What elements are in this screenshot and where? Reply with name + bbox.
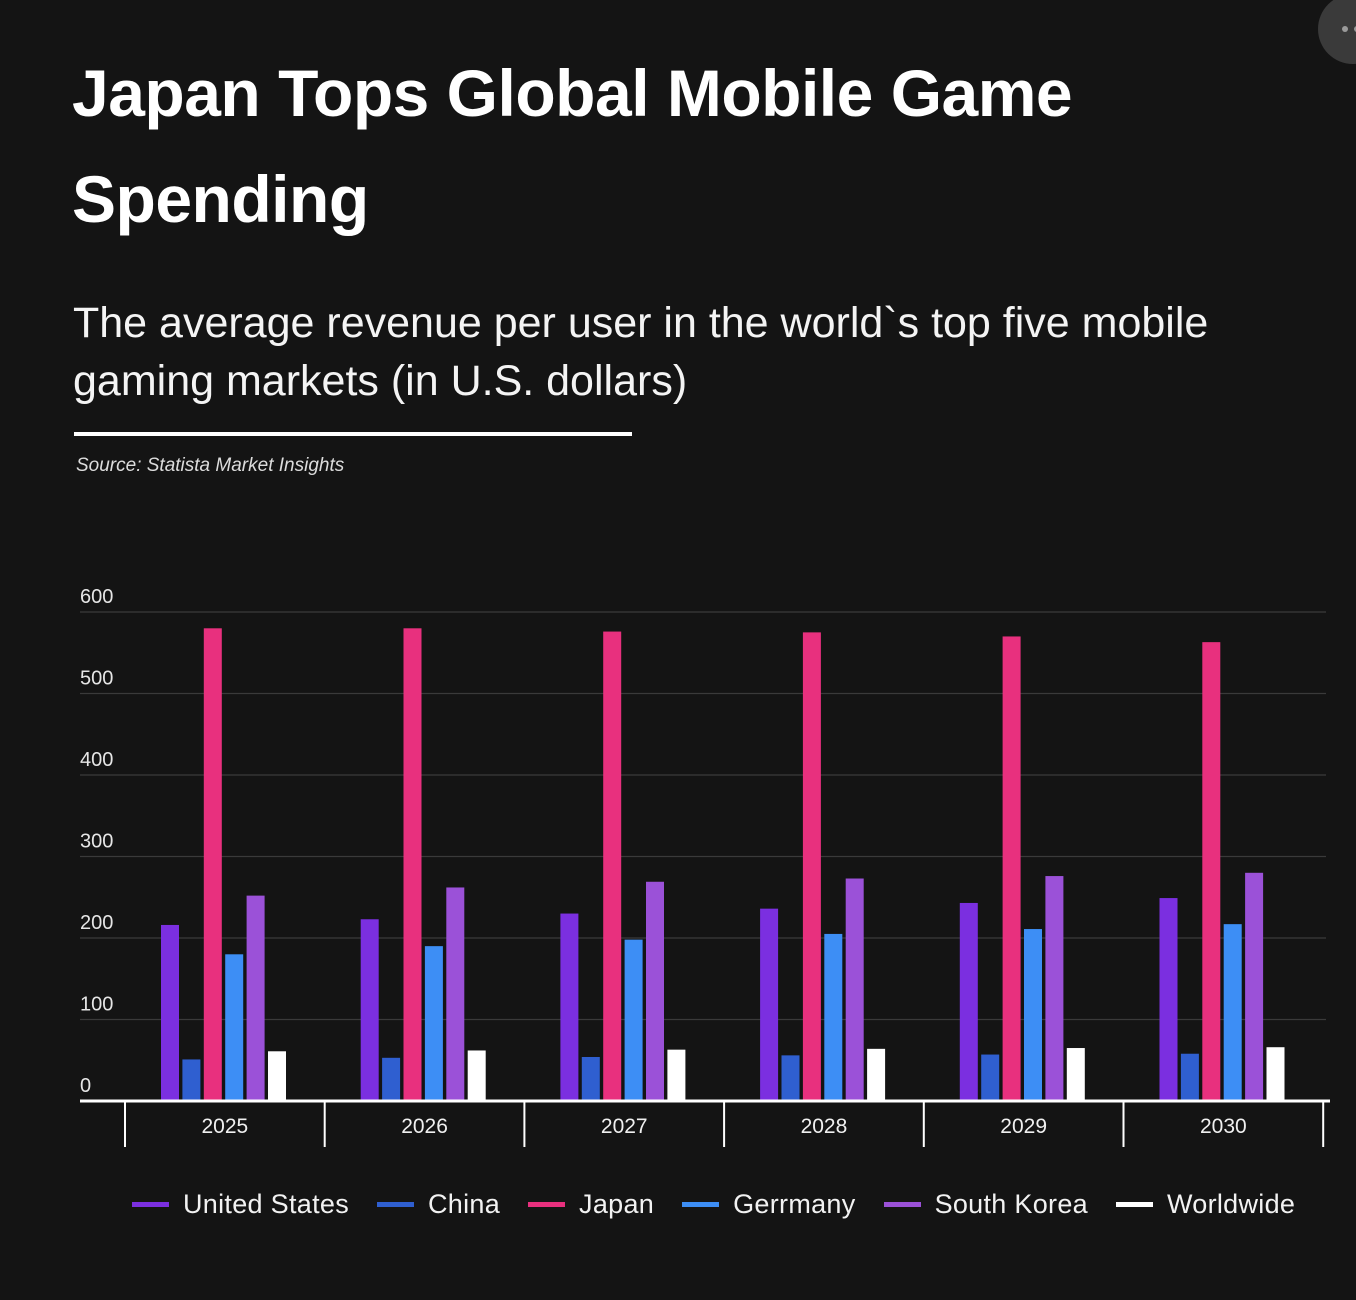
bar [268,1051,286,1101]
bar [382,1057,401,1101]
bar [1180,1053,1199,1101]
bar [867,1048,886,1101]
legend-item: Japan [528,1189,654,1220]
bar [225,954,244,1101]
legend-swatch [682,1201,720,1207]
divider [74,432,632,436]
legend-item: Gerrmany [682,1189,855,1220]
bar [446,887,465,1101]
bar [1245,872,1264,1101]
legend-swatch [132,1201,169,1207]
x-tick-label: 2028 [801,1115,848,1138]
bar [802,632,821,1101]
x-tick-label: 2025 [201,1115,248,1138]
legend-label: China [428,1188,501,1219]
x-tick-label: 2029 [1000,1115,1047,1138]
legend-label: South Korea [934,1188,1088,1219]
bar [161,924,179,1101]
bar [1045,876,1064,1101]
legend-swatch [1115,1201,1153,1207]
bar [1266,1047,1285,1101]
y-tick-label: 100 [80,994,113,1016]
bar [845,878,864,1101]
x-tick-label: 2030 [1200,1115,1247,1138]
bar [403,628,422,1101]
y-tick-label: 0 [80,1075,91,1097]
legend-label: Japan [579,1188,655,1219]
bar [1024,929,1042,1101]
bar [760,908,779,1101]
more-options-icon[interactable] [1318,0,1356,64]
bar [246,895,265,1101]
y-tick-label: 200 [80,912,113,934]
bar [1002,636,1021,1101]
bar [781,1055,800,1101]
bar [646,881,664,1101]
x-tick-label: 2027 [601,1115,648,1138]
bar [603,631,622,1101]
bar [1159,898,1178,1101]
bar [981,1054,1000,1101]
legend-label: Worldwide [1166,1188,1296,1219]
legend-swatch [883,1201,921,1207]
bar [360,919,379,1101]
legend-label: United States [183,1188,349,1219]
bar [667,1049,686,1101]
bar [203,628,222,1101]
y-tick-label: 600 [80,586,113,608]
bar [959,902,978,1101]
chart-legend: United States China Japan Gerrmany South Kor… [132,1186,1323,1222]
legend-swatch [528,1201,566,1207]
legend-item: China [377,1189,500,1220]
bar [824,933,843,1101]
bar [581,1056,600,1101]
bar [624,939,643,1101]
bar [560,913,579,1101]
chart-subtitle: The average revenue per user in the worl… [73,299,1209,405]
bar [1223,924,1242,1101]
legend-item: Worldwide [1115,1188,1296,1220]
bar [1202,642,1221,1101]
legend-item: United States [132,1189,349,1220]
bar [1066,1048,1085,1101]
y-tick-label: 300 [80,831,113,853]
chart-title: Japan Tops Global Mobile Game Spending [72,56,1073,236]
legend-label: Gerrmany [733,1188,856,1219]
y-tick-label: 500 [80,668,113,690]
bar [467,1050,486,1101]
bar [424,946,443,1101]
y-tick-label: 400 [80,749,113,771]
bar-chart: 0 100 200 300 400 500 600 2025 2026 2027 2028 2029 2… [80,586,1330,1147]
x-tick-label: 2026 [401,1115,448,1138]
bar [182,1059,201,1101]
legend-item: South Korea [883,1188,1088,1220]
legend-swatch [377,1201,414,1207]
source-note: Source: Statista Market Insights [76,455,345,476]
